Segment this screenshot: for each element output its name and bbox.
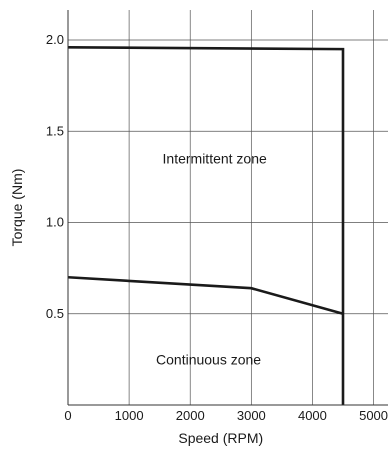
grid <box>68 10 388 405</box>
x-tick-label-3000: 3000 <box>237 408 266 423</box>
y-tick-label-1-5: 1.5 <box>46 123 64 138</box>
x-tick-labels: 0 1000 2000 3000 4000 5000 <box>64 408 388 423</box>
intermittent-zone-label: Intermittent zone <box>163 151 267 167</box>
x-axis-label: Speed (RPM) <box>178 430 263 446</box>
zone-annotations: Intermittent zone Continuous zone <box>156 151 267 368</box>
y-tick-label-1: 1.0 <box>46 215 64 230</box>
intermittent-limit-line <box>67 46 345 405</box>
x-tick-label-1000: 1000 <box>115 408 144 423</box>
plot-frame <box>67 10 388 406</box>
y-axis-label: Torque (Nm) <box>9 169 25 247</box>
continuous-limit-line <box>67 275 344 316</box>
series-group <box>67 46 345 405</box>
x-tick-label-2000: 2000 <box>176 408 205 423</box>
y-tick-labels: 0.5 1.0 1.5 2.0 <box>46 32 64 321</box>
y-tick-label-2: 2.0 <box>46 32 64 47</box>
x-tick-label-5000: 5000 <box>359 408 388 423</box>
y-tick-label-0-5: 0.5 <box>46 306 64 321</box>
continuous-zone-label: Continuous zone <box>156 351 261 367</box>
x-tick-label-0: 0 <box>64 408 71 423</box>
x-tick-label-4000: 4000 <box>298 408 327 423</box>
